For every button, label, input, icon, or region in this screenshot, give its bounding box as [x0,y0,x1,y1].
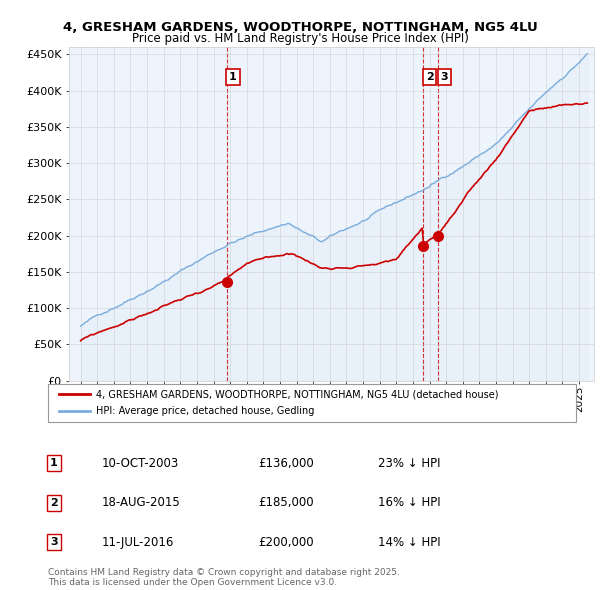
Text: 23% ↓ HPI: 23% ↓ HPI [378,457,440,470]
Text: £185,000: £185,000 [258,496,314,509]
Text: £136,000: £136,000 [258,457,314,470]
Text: Contains HM Land Registry data © Crown copyright and database right 2025.
This d: Contains HM Land Registry data © Crown c… [48,568,400,587]
Text: 18-AUG-2015: 18-AUG-2015 [102,496,181,509]
Text: 2: 2 [426,72,433,82]
FancyBboxPatch shape [48,384,576,422]
Text: 11-JUL-2016: 11-JUL-2016 [102,536,175,549]
Text: 16% ↓ HPI: 16% ↓ HPI [378,496,440,509]
Text: 4, GRESHAM GARDENS, WOODTHORPE, NOTTINGHAM, NG5 4LU (detached house): 4, GRESHAM GARDENS, WOODTHORPE, NOTTINGH… [95,389,498,399]
Text: 1: 1 [50,458,58,468]
Text: 1: 1 [229,72,237,82]
Text: 3: 3 [50,537,58,547]
Text: 10-OCT-2003: 10-OCT-2003 [102,457,179,470]
Text: 3: 3 [440,72,448,82]
Text: £200,000: £200,000 [258,536,314,549]
Text: 4, GRESHAM GARDENS, WOODTHORPE, NOTTINGHAM, NG5 4LU: 4, GRESHAM GARDENS, WOODTHORPE, NOTTINGH… [62,21,538,34]
Text: Price paid vs. HM Land Registry's House Price Index (HPI): Price paid vs. HM Land Registry's House … [131,32,469,45]
Text: HPI: Average price, detached house, Gedling: HPI: Average price, detached house, Gedl… [95,406,314,416]
Text: 14% ↓ HPI: 14% ↓ HPI [378,536,440,549]
Text: 2: 2 [50,498,58,507]
